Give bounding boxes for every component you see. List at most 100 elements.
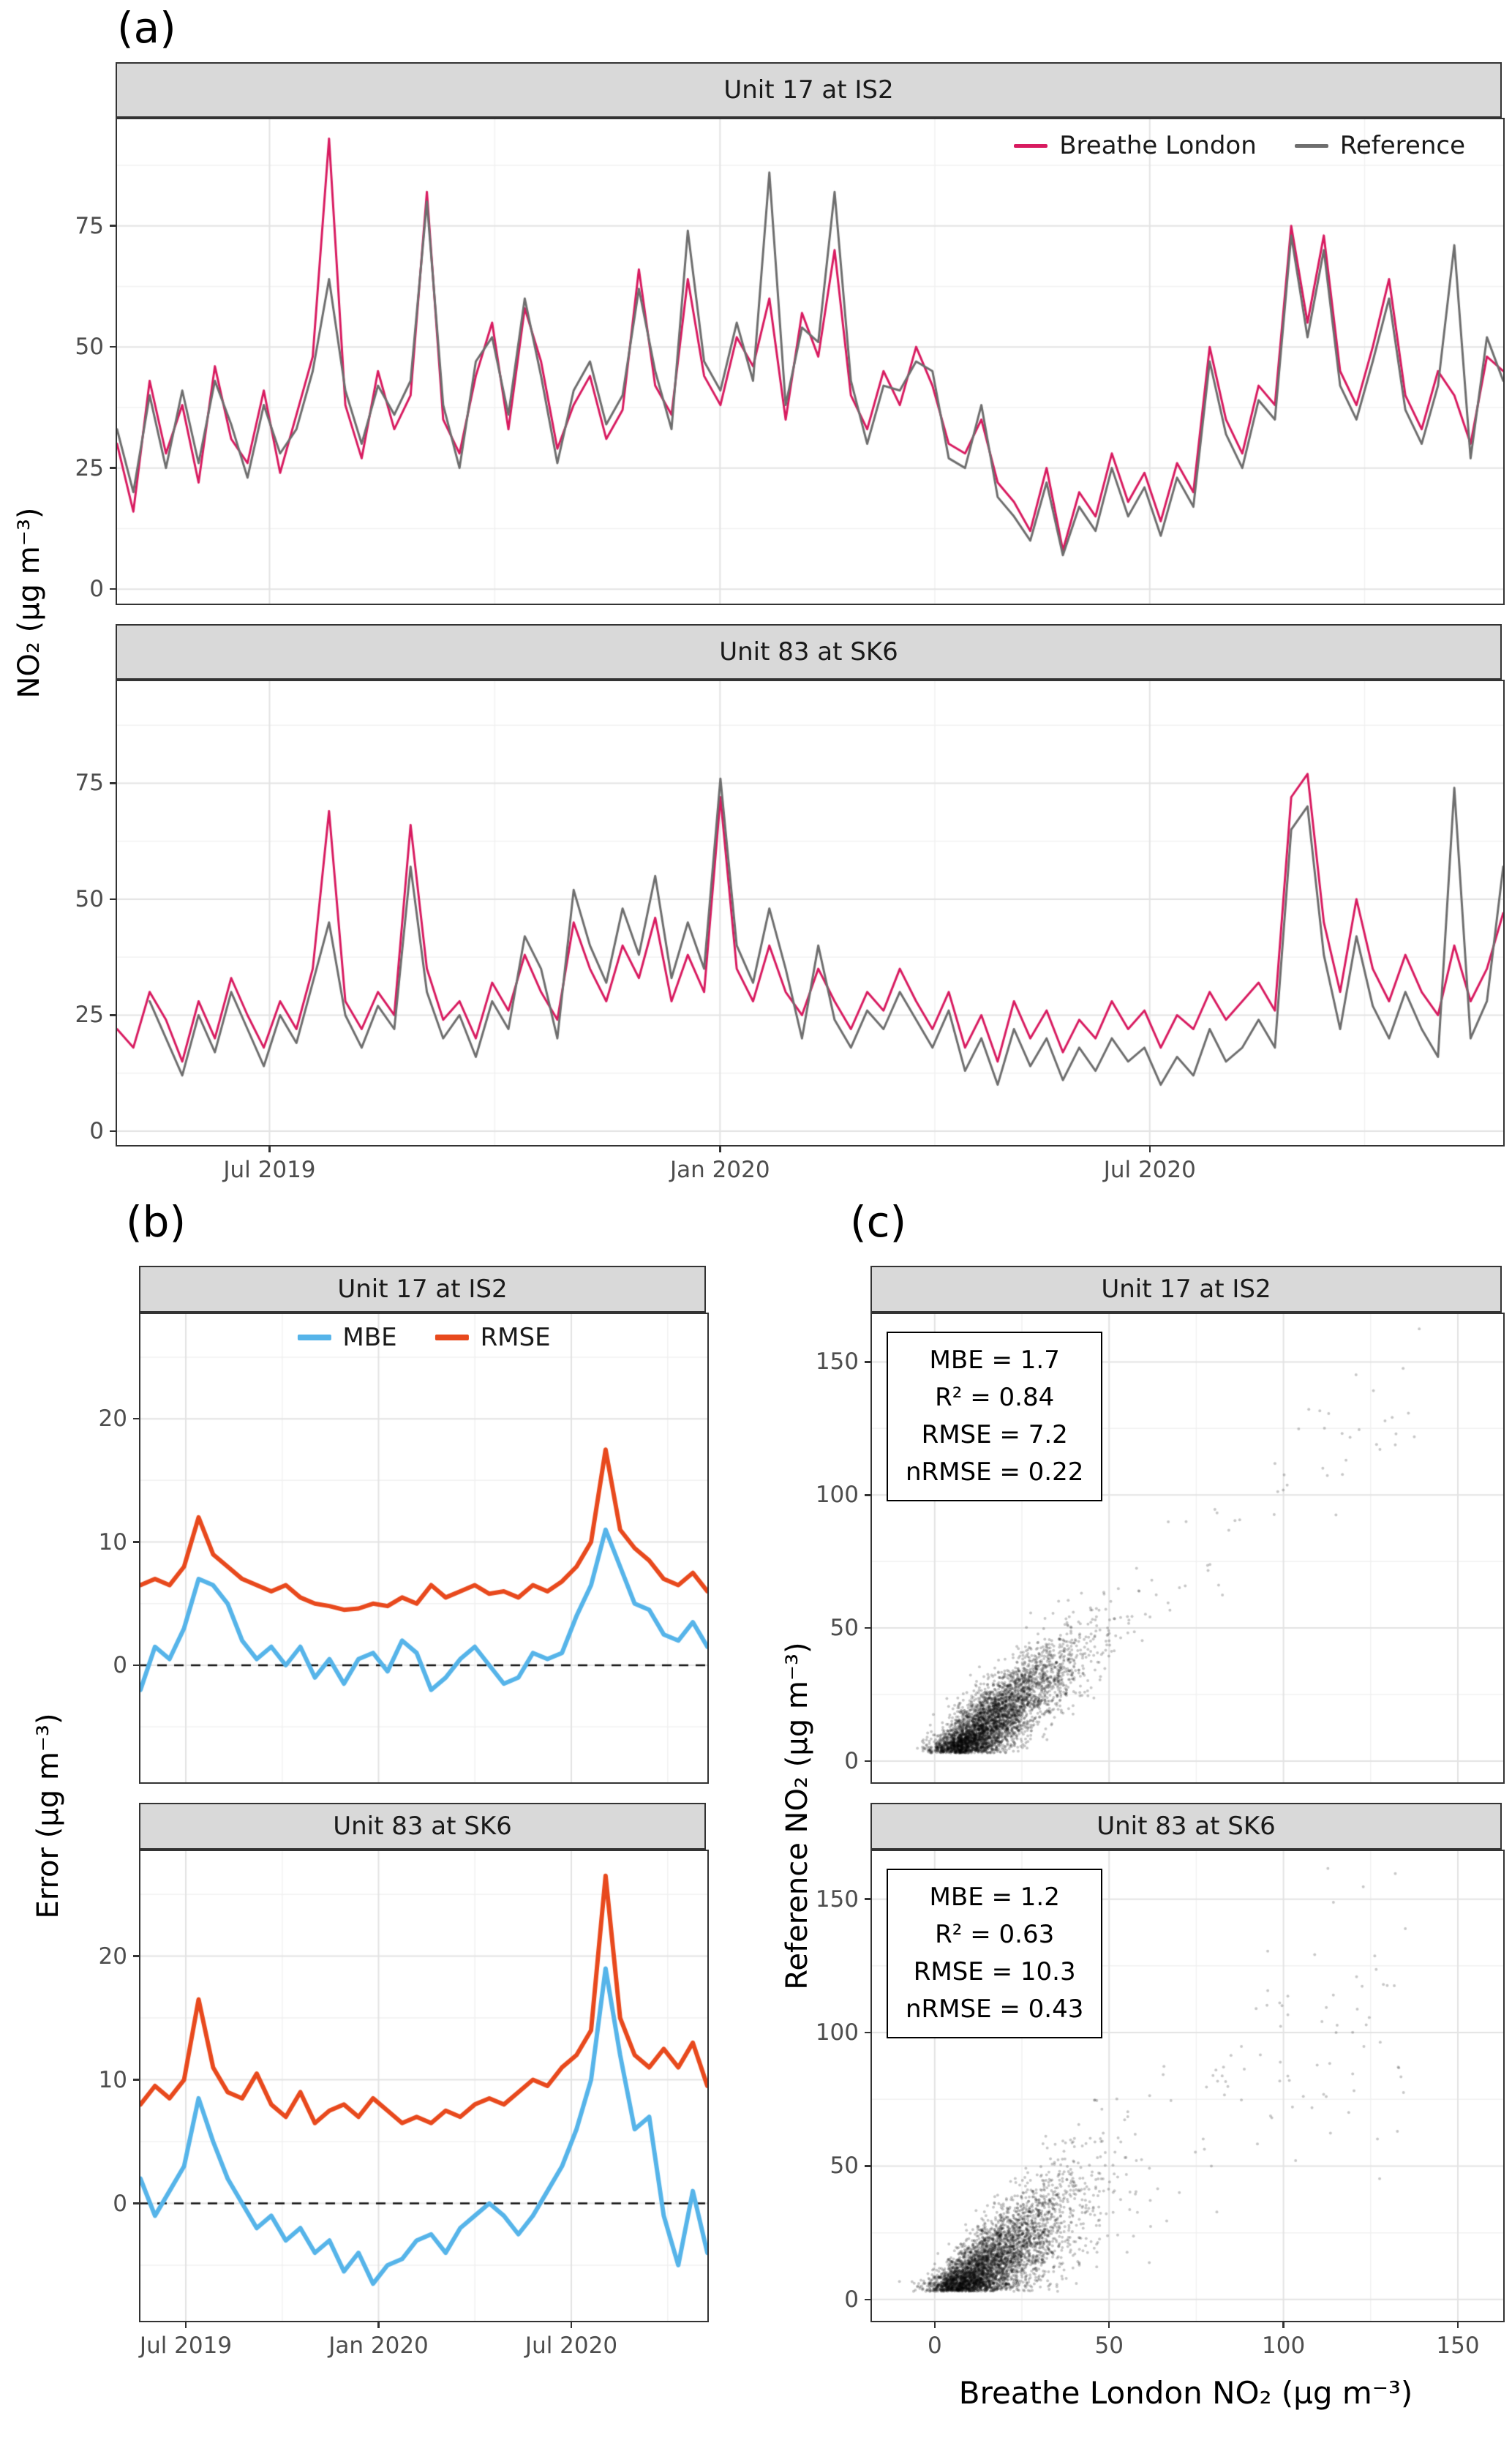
- x-tick-label: Jul 2019: [223, 1157, 316, 1183]
- stat-r2: R² = 0.84: [935, 1383, 1055, 1412]
- x-tick-label: Jul 2020: [1103, 1157, 1196, 1183]
- x-tick-label: 100: [1262, 2333, 1306, 2359]
- legend-item-reference: Reference: [1294, 131, 1465, 160]
- y-tick-label: 0: [113, 2190, 127, 2217]
- y-axis-tick: [133, 1955, 140, 1957]
- x-tick-label: Jul 2019: [139, 2333, 233, 2359]
- y-axis-tick: [133, 2079, 140, 2081]
- facet-strip-b-unit17: Unit 17 at IS2: [139, 1266, 706, 1313]
- y-axis-tick: [110, 782, 117, 784]
- facet-strip-b-unit83: Unit 83 at SK6: [139, 1803, 706, 1850]
- stat-r2: R² = 0.63: [935, 1920, 1055, 1949]
- timeseries-canvas-unit83: [117, 681, 1503, 1145]
- y-tick-label: 50: [830, 2153, 859, 2180]
- y-tick-label: 150: [815, 1348, 859, 1376]
- timeseries-canvas-unit17: [117, 119, 1503, 604]
- y-tick-label: 100: [815, 1482, 859, 1509]
- legend-item-rmse: RMSE: [435, 1323, 551, 1352]
- y-tick-label: 150: [815, 1885, 859, 1913]
- y-tick-label: 50: [75, 885, 104, 912]
- y-axis-tick: [110, 1014, 117, 1016]
- x-tick-label: 50: [1094, 2333, 1124, 2359]
- y-axis-tick: [865, 2298, 872, 2301]
- panel-b-y-axis-title: Error (µg m⁻³): [31, 1713, 65, 1919]
- facet-strip-title: Unit 83 at SK6: [719, 637, 898, 667]
- y-axis-tick: [865, 1494, 872, 1496]
- stat-mbe: MBE = 1.7: [929, 1346, 1060, 1375]
- facet-strip-a-unit83: Unit 83 at SK6: [116, 624, 1502, 680]
- rmse-line-swatch: [435, 1335, 469, 1340]
- x-tick-label: 0: [927, 2333, 942, 2359]
- y-tick-label: 10: [98, 2066, 127, 2093]
- y-axis-tick: [133, 1541, 140, 1543]
- x-axis-tick: [377, 2321, 380, 2328]
- x-tick-label: Jan 2020: [670, 1157, 770, 1183]
- x-axis-tick: [1148, 1145, 1151, 1152]
- x-tick-label: Jul 2020: [524, 2333, 618, 2359]
- legend-label-reference: Reference: [1339, 131, 1465, 160]
- legend-a: Breathe London Reference: [1014, 131, 1465, 160]
- error-plot-unit83: 0 10 20 Jul 2019 Jan 2020 Jul 2020: [99, 1850, 709, 2359]
- y-tick-label: 100: [815, 2019, 859, 2046]
- x-axis-tick: [933, 2321, 936, 2328]
- y-axis-tick: [110, 225, 117, 227]
- y-tick-label: 50: [830, 1615, 859, 1642]
- stat-nrmse: nRMSE = 0.43: [906, 1994, 1084, 2024]
- y-axis-tick: [133, 1664, 140, 1667]
- x-axis-tick: [570, 2321, 573, 2328]
- mbe-line-swatch: [297, 1335, 331, 1340]
- stat-nrmse: nRMSE = 0.22: [906, 1457, 1084, 1487]
- y-axis-tick: [865, 2165, 872, 2167]
- y-axis-tick: [865, 1361, 872, 1363]
- y-axis-tick: [110, 345, 117, 348]
- panel-c-label: (c): [850, 1197, 907, 1247]
- x-axis-tick: [1456, 2321, 1459, 2328]
- y-tick-label: 0: [113, 1652, 127, 1678]
- panel-b-label: (b): [126, 1197, 187, 1247]
- timeseries-plot-unit17: Breathe London Reference 0 25 50 75: [75, 118, 1505, 605]
- y-tick-label: 25: [75, 1002, 104, 1029]
- facet-strip-title: Unit 17 at IS2: [337, 1275, 508, 1304]
- y-tick-label: 75: [75, 212, 104, 239]
- error-plot-unit17: MBE RMSE 0 10 20: [99, 1313, 709, 1784]
- x-axis-tick: [1282, 2321, 1285, 2328]
- legend-label-breathe-london: Breathe London: [1059, 131, 1257, 160]
- y-tick-label: 75: [75, 770, 104, 797]
- y-axis-tick: [133, 1417, 140, 1420]
- y-axis-tick: [865, 1760, 872, 1763]
- legend-label-mbe: MBE: [342, 1323, 397, 1352]
- y-axis-tick: [110, 898, 117, 901]
- stats-box-unit17: MBE = 1.7 R² = 0.84 RMSE = 7.2 nRMSE = 0…: [887, 1332, 1103, 1501]
- scatter-plot-unit17: MBE = 1.7 R² = 0.84 RMSE = 7.2 nRMSE = 0…: [816, 1313, 1505, 1784]
- facet-strip-c-unit83: Unit 83 at SK6: [870, 1803, 1502, 1850]
- y-axis-tick: [865, 2031, 872, 2034]
- panel-a-y-axis-title: NO₂ (µg m⁻³): [12, 507, 46, 699]
- error-canvas-unit83: [140, 1851, 707, 2321]
- legend-b: MBE RMSE: [297, 1323, 551, 1352]
- y-tick-label: 0: [89, 576, 104, 603]
- y-tick-label: 20: [98, 1943, 127, 1970]
- facet-strip-title: Unit 17 at IS2: [723, 75, 894, 105]
- stats-box-unit83: MBE = 1.2 R² = 0.63 RMSE = 10.3 nRMSE = …: [887, 1869, 1103, 2038]
- x-tick-label: Jan 2020: [328, 2333, 429, 2359]
- stat-mbe: MBE = 1.2: [929, 1883, 1060, 1912]
- y-axis-tick: [865, 1626, 872, 1629]
- facet-strip-title: Unit 83 at SK6: [333, 1812, 512, 1841]
- legend-item-mbe: MBE: [297, 1323, 397, 1352]
- facet-strip-title: Unit 83 at SK6: [1097, 1812, 1276, 1841]
- x-axis-tick: [719, 1145, 721, 1152]
- y-tick-label: 10: [98, 1528, 127, 1556]
- y-axis-tick: [865, 1898, 872, 1900]
- error-canvas-unit17: [140, 1314, 707, 1782]
- y-tick-label: 50: [75, 334, 104, 361]
- facet-strip-a-unit17: Unit 17 at IS2: [116, 62, 1502, 118]
- x-axis-tick: [184, 2321, 187, 2328]
- y-tick-label: 0: [844, 1747, 859, 1774]
- x-axis-tick: [268, 1145, 271, 1152]
- panel-c-y-axis-title: Reference NO₂ (µg m⁻³): [781, 1642, 814, 1990]
- facet-strip-c-unit17: Unit 17 at IS2: [870, 1266, 1502, 1313]
- x-axis-tick: [1107, 2321, 1110, 2328]
- y-axis-tick: [110, 588, 117, 590]
- legend-label-rmse: RMSE: [480, 1323, 551, 1352]
